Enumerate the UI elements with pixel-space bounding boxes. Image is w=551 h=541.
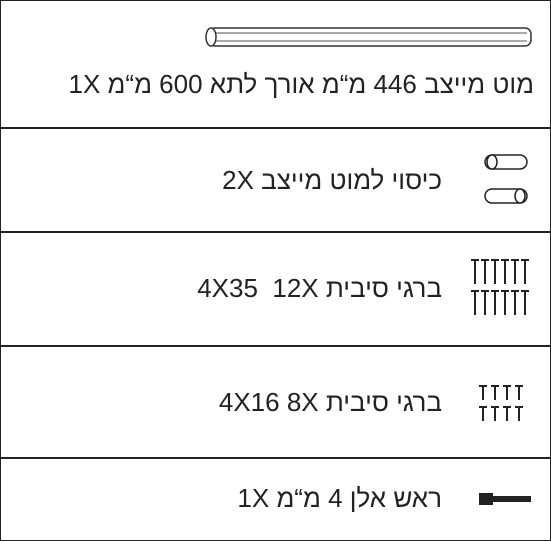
part-row: ברגי סיבית 4X35 12X — [1, 233, 550, 347]
part-label: כיסוי למוט מייצב 2X — [222, 165, 442, 195]
cap-icon — [484, 154, 528, 204]
rod-icon — [205, 27, 532, 47]
part-row: כיסוי למוט מייצב 2X — [1, 129, 550, 233]
part-label: ברגי סיבית 4X16 8X — [218, 387, 442, 417]
part-row: ברגי סיבית 4X16 8X — [1, 347, 550, 459]
part-label: מוט מייצב 446 מ“מ אורך לתא 600 מ“מ 1X — [68, 69, 534, 99]
allen-key-icon — [479, 493, 531, 505]
part-label: ראש אלן 4 מ“מ 1X — [237, 483, 442, 513]
part-row: מוט מייצב 446 מ“מ אורך לתא 600 מ“מ 1X — [1, 1, 550, 129]
screws-short-icon — [479, 385, 523, 421]
screws-long-icon — [471, 259, 529, 315]
part-row: ראש אלן 4 מ“מ 1X — [1, 459, 550, 540]
part-label: ברגי סיבית 4X35 12X — [197, 273, 442, 303]
